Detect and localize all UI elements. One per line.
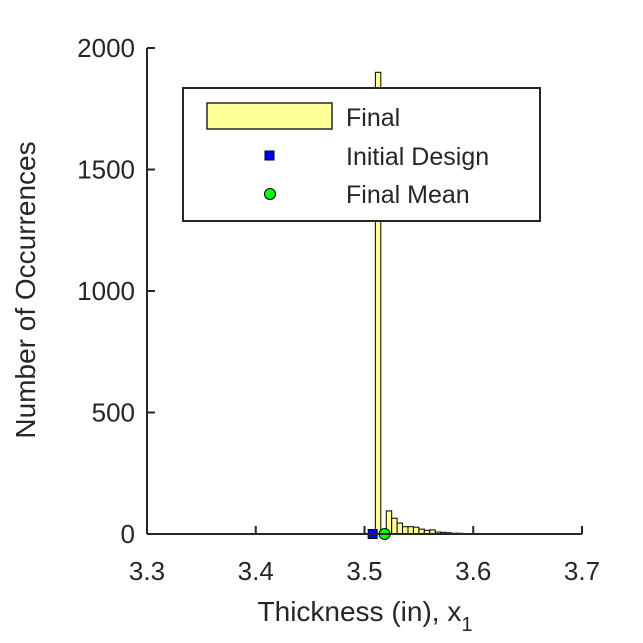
y-tick-label: 500 [92,398,135,428]
x-axis-label: Thickness (in), x1 [258,596,473,636]
y-tick-label: 0 [121,519,135,549]
legend-swatch-final [206,102,333,130]
histogram-bar [412,526,420,535]
y-tick-label: 2000 [77,33,135,63]
x-axis-label-subscript: 1 [461,614,472,636]
histogram-bar [391,517,398,535]
histogram-bar [402,526,409,535]
histogram-bar [407,526,414,535]
legend-marker-initial-design [264,150,275,161]
x-tick-label: 3.7 [564,556,600,586]
bars-layer [374,71,529,535]
legend-marker-final-mean [264,188,276,200]
y-tick-label: 1500 [77,155,135,185]
x-tick-label: 3.3 [129,556,165,586]
legend-label-final: Final [346,104,400,132]
legend-label-initial-design: Initial Design [346,143,489,171]
legend-label-final-mean: Final Mean [346,181,470,209]
x-tick-label: 3.6 [455,556,491,586]
x-tick-label: 3.4 [238,556,274,586]
histogram-bar [396,522,404,535]
legend: Final Initial Design Final Mean [182,87,541,222]
y-axis-label: Number of Occurrences [10,141,41,438]
axes-layer: 0 500 1000 1500 2000 3.3 3.4 3.5 3.6 3.7 [77,33,600,586]
y-tick-label: 1000 [77,276,135,306]
x-tick-label: 3.5 [346,556,382,586]
